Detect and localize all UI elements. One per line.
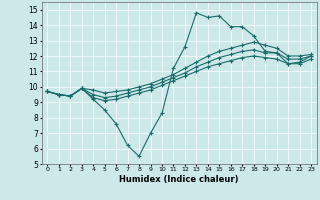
X-axis label: Humidex (Indice chaleur): Humidex (Indice chaleur) — [119, 175, 239, 184]
